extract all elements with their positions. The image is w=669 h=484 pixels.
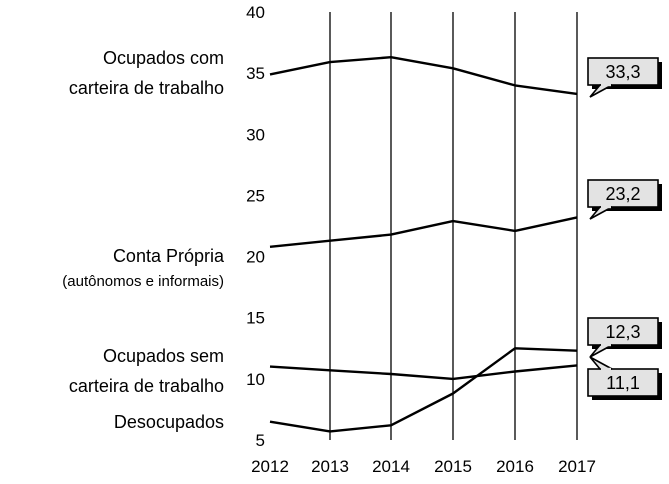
callout-tail — [589, 356, 613, 370]
x-tick-label: 2016 — [496, 457, 534, 476]
y-tick-label: 40 — [246, 3, 265, 22]
callout-3: 11,1 — [587, 356, 662, 400]
series-label-2: Conta Própria — [113, 246, 225, 266]
callout-box — [587, 179, 659, 208]
callout-4: 12,3 — [587, 317, 662, 358]
callout-value: 23,2 — [605, 184, 640, 204]
x-tick-label: 2017 — [558, 457, 596, 476]
callout-value: 11,1 — [606, 373, 640, 393]
y-tick-label: 25 — [246, 186, 265, 205]
callout-box — [587, 57, 659, 86]
callout-2: 23,2 — [587, 179, 662, 220]
series-line-3 — [269, 364, 578, 381]
x-axis-ticks: 2012 2013 2014 2015 2016 2017 — [251, 457, 596, 476]
y-tick-label: 5 — [256, 431, 265, 450]
x-tick-label: 2013 — [311, 457, 349, 476]
y-tick-label: 20 — [246, 248, 265, 267]
x-tick-label: 2012 — [251, 457, 289, 476]
x-tick-label: 2014 — [372, 457, 410, 476]
callout-1: 33,3 — [587, 57, 662, 98]
series-line-4 — [269, 347, 578, 433]
y-tick-label: 30 — [246, 125, 265, 144]
value-callouts: 33,3 23,2 11,1 12,3 — [587, 57, 662, 400]
y-tick-label: 15 — [246, 309, 265, 328]
series-label-2: (autônomos e informais) — [62, 273, 224, 290]
callout-box — [587, 368, 659, 397]
series-label-1: Ocupados com — [103, 48, 224, 68]
series-lines — [269, 56, 578, 433]
series-label-4: Desocupados — [114, 412, 224, 432]
series-label-1: carteira de trabalho — [69, 78, 224, 98]
series-label-3: carteira de trabalho — [69, 376, 224, 396]
callout-box — [587, 317, 659, 346]
y-tick-label: 35 — [246, 64, 265, 83]
series-labels: Ocupados com carteira de trabalho Conta Pr… — [62, 48, 225, 432]
y-axis-ticks: 5 10 15 20 25 30 35 40 — [246, 3, 265, 450]
series-line-1 — [269, 56, 578, 96]
y-tick-label: 10 — [246, 370, 265, 389]
series-line-2 — [269, 216, 578, 248]
x-tick-label: 2015 — [434, 457, 472, 476]
callout-value: 33,3 — [605, 62, 640, 82]
callout-value: 12,3 — [605, 322, 640, 342]
series-label-3: Ocupados sem — [103, 346, 224, 366]
gridlines — [329, 12, 578, 440]
